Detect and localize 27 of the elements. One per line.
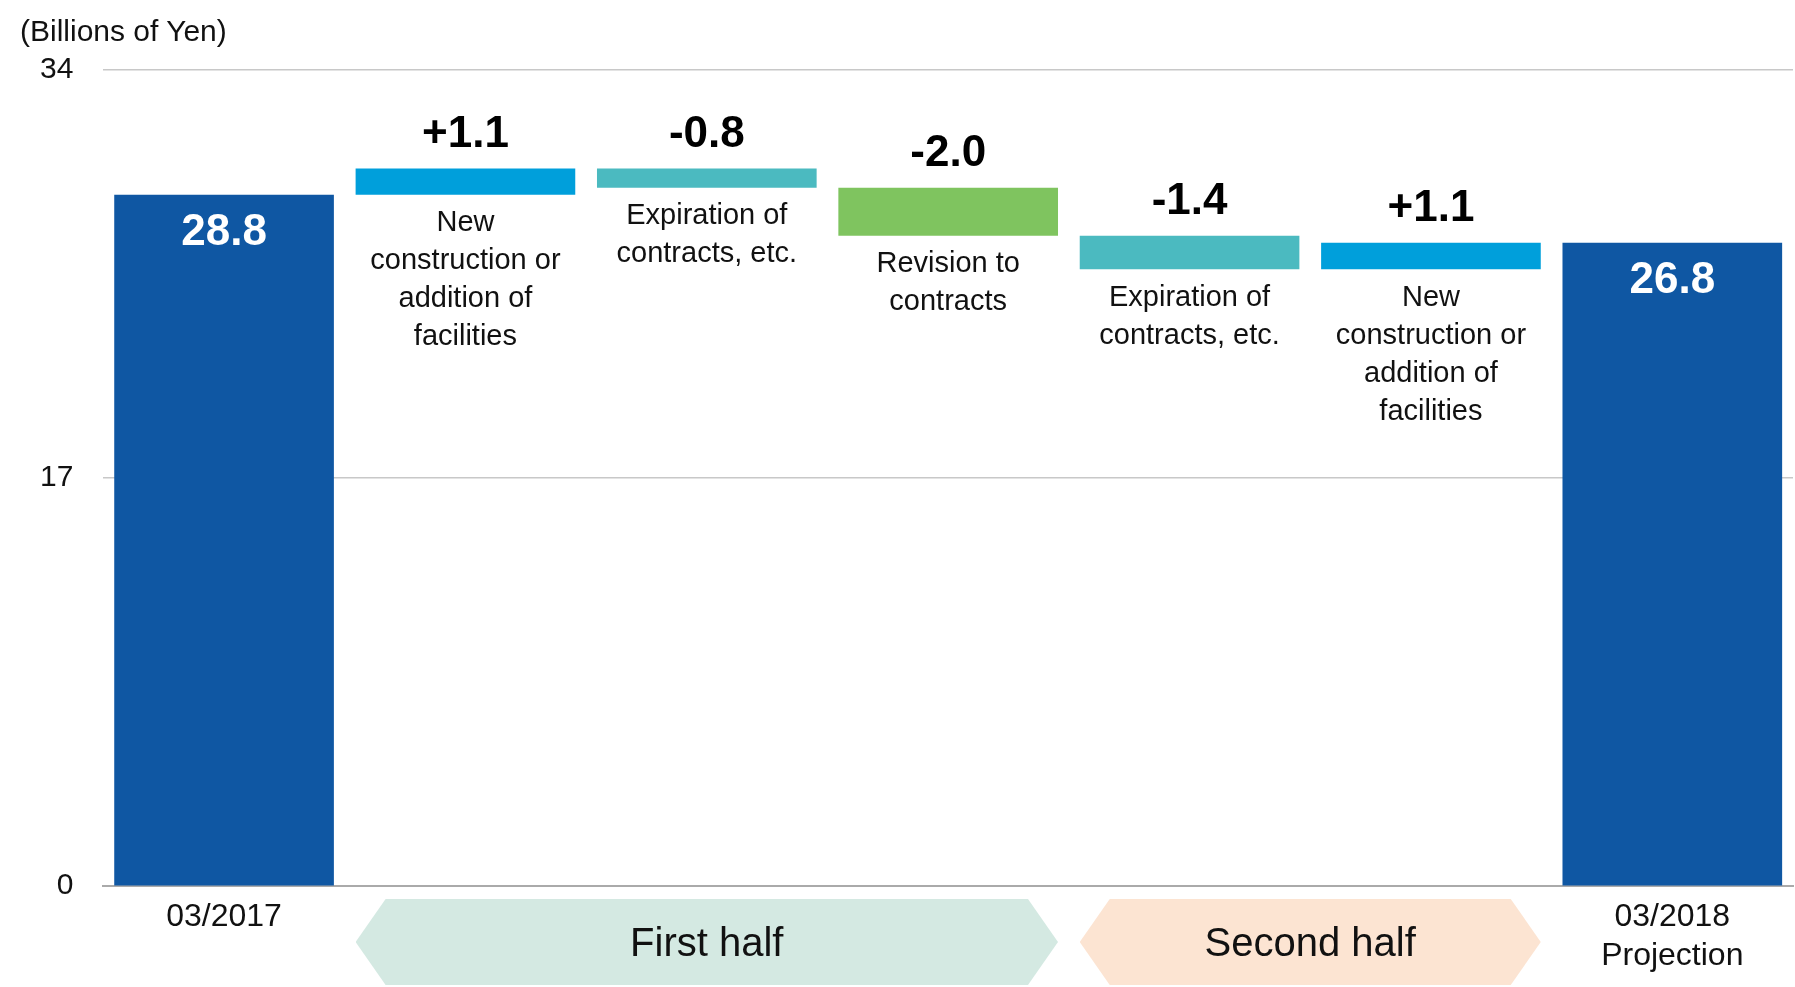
- x-tick-label: New construction or addition of facilities: [370, 205, 561, 352]
- data-label: +1.1: [422, 106, 509, 156]
- y-tick-label: 17: [39, 459, 74, 493]
- x-tick-label: New construction or addition of facilities: [1335, 279, 1527, 426]
- bar: [355, 168, 576, 195]
- x-tick-label: Expiration of contracts, etc.: [616, 198, 798, 269]
- y-tick-label: 0: [56, 867, 74, 901]
- bar: [1562, 242, 1783, 886]
- x-tick-label: Expiration of contracts, etc.: [1099, 279, 1280, 350]
- data-label: 28.8: [181, 204, 267, 254]
- chevron-banner: Second half: [1079, 899, 1541, 985]
- data-label: -0.8: [668, 106, 745, 156]
- bar: [1079, 235, 1300, 270]
- chevron-banner: First half: [355, 899, 1058, 985]
- data-label: -2.0: [910, 125, 987, 175]
- bar: [114, 194, 334, 886]
- data-label: 26.8: [1629, 252, 1716, 302]
- y-tick-label: 34: [39, 51, 74, 85]
- bar: [596, 168, 817, 188]
- data-label: -1.4: [1151, 173, 1228, 223]
- x-tick-label: Revision to contracts: [876, 246, 1020, 317]
- y-axis-title: (Billions of Yen): [20, 14, 227, 48]
- bar: [838, 187, 1059, 236]
- data-label: +1.1: [1387, 180, 1475, 230]
- x-tick-label: 03/2018 Projection: [1601, 897, 1744, 972]
- bar: [1321, 242, 1541, 270]
- x-tick-label: 03/2017: [166, 897, 282, 934]
